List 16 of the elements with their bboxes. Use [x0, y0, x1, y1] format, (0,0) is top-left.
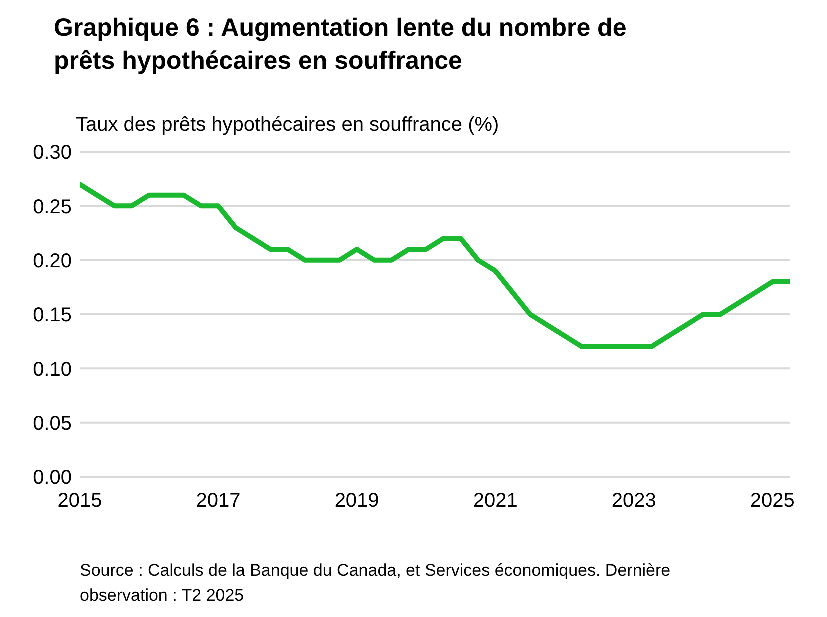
y-tick-label: 0.30: [33, 142, 72, 164]
y-tick-label: 0.10: [33, 358, 72, 381]
x-tick-label: 2017: [196, 490, 241, 512]
x-tick-label: 2025: [750, 490, 795, 512]
y-tick-label: 0.05: [33, 412, 72, 435]
x-tick-label: 2023: [612, 490, 656, 512]
y-tick-label: 0.20: [33, 250, 72, 272]
x-tick-label: 2019: [334, 490, 380, 512]
source-note: Source : Calculs de la Banque du Canada, et Services économiques. Dernière observation : T2 2025: [80, 560, 672, 607]
x-tick-label: 2021: [473, 490, 518, 512]
y-axis-title: Taux des prêts hypothécaires en souffrance (%): [76, 114, 500, 137]
y-tick-label: 0.00: [33, 467, 72, 490]
y-tick-label: 0.15: [33, 304, 72, 327]
y-tick-label: 0.25: [33, 196, 72, 218]
x-tick-label: 2015: [58, 490, 102, 512]
chart-title: Graphique 6 : Augmentation lente du nombre de prêts hypothécaires en souffrance: [54, 13, 628, 77]
